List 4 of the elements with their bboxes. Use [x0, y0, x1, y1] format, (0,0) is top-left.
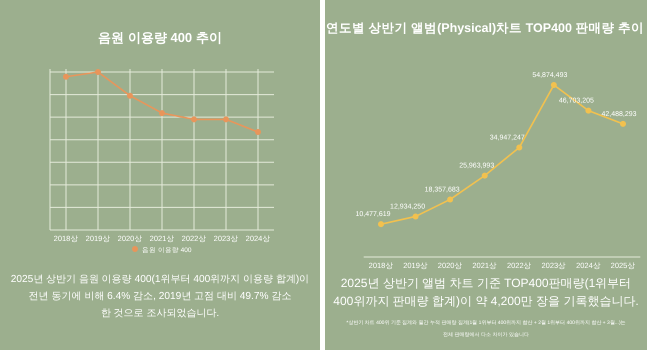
title: 연도별 상반기 앨범(Physical)차트 TOP400 판매량 추이	[326, 21, 644, 35]
annotation: 2025년 상반기 앨범 차트 기준 TOP400판매량(1위부터 400위까지 판매량 합계)이 약 4,200만 장을 기록했습니다.	[333, 276, 639, 308]
annotation: 2025년 상반기 음원 이용량 400(1위부터 400위까지 이용량 합계)이 전년 동기에 비해 6.4% 감소, 2019년 고점 대비 49.7% 감소 한 것으로 조사되었습니다.	[10, 274, 310, 319]
title: 음원 이용량 400 추이	[98, 30, 222, 45]
